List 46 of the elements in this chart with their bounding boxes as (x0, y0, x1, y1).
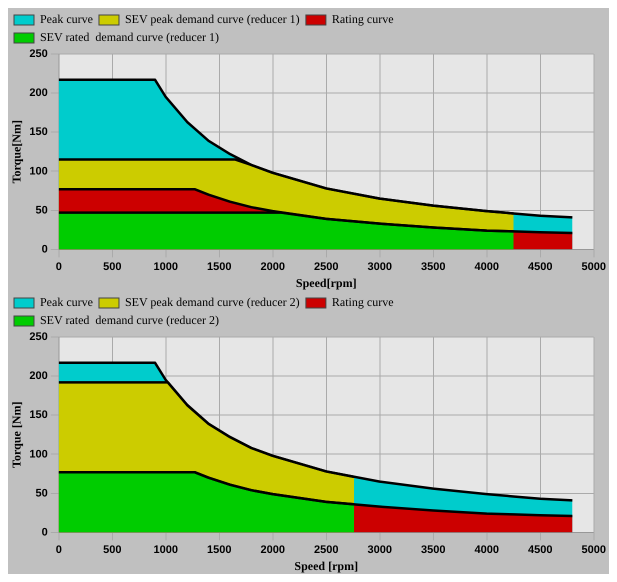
y-axis-title: Torque[Nm] (9, 120, 24, 184)
x-tick-label: 4500 (528, 261, 553, 274)
x-tick-label: 2000 (260, 544, 285, 556)
y-tick-label: 50 (36, 487, 48, 500)
legend-label: SEV rated demand curve (reducer 1) (40, 30, 220, 44)
x-tick-label: 1500 (207, 544, 232, 556)
x-tick-label: 5000 (582, 544, 606, 556)
x-tick-label: 4500 (528, 544, 553, 556)
legend-label: SEV rated demand curve (reducer 2) (40, 313, 220, 328)
legend-label: Peak curve (40, 295, 93, 310)
x-tick-label: 3000 (368, 261, 392, 274)
x-tick-label: 500 (103, 544, 122, 556)
y-tick-label: 200 (29, 87, 48, 100)
legend-label: Rating curve (332, 12, 394, 26)
x-tick-label: 1500 (207, 261, 232, 274)
y-tick-label: 250 (29, 48, 48, 60)
legend-label: Rating curve (332, 295, 394, 310)
x-tick-label: 500 (103, 261, 122, 274)
y-tick-label: 100 (29, 448, 48, 460)
y-tick-label: 150 (29, 126, 48, 138)
x-axis-title: Speed [rpm] (294, 558, 358, 573)
x-tick-label: 2000 (260, 261, 285, 274)
x-tick-label: 2500 (314, 544, 338, 556)
x-tick-label: 4000 (474, 261, 500, 274)
x-tick-label: 1000 (154, 261, 178, 274)
x-tick-label: 2500 (314, 261, 338, 274)
y-tick-label: 250 (29, 331, 48, 344)
y-axis-title: Torque [Nm] (9, 402, 24, 468)
legend-label: SEV peak demand curve (reducer 2) (124, 295, 300, 310)
x-tick-label: 5000 (582, 261, 606, 274)
x-tick-label: 3000 (368, 544, 392, 556)
legend-label: SEV peak demand curve (reducer 1) (124, 12, 300, 26)
legend-label: Peak curve (40, 12, 93, 26)
x-tick-label: 0 (56, 261, 62, 274)
x-axis-title: Speed[rpm] (296, 276, 357, 290)
x-tick-label: 3500 (421, 261, 446, 274)
y-tick-label: 200 (29, 370, 48, 382)
y-tick-label: 150 (29, 409, 48, 422)
x-tick-label: 0 (56, 544, 62, 556)
y-tick-label: 0 (42, 526, 48, 538)
x-tick-label: 3500 (421, 544, 446, 556)
x-tick-label: 4000 (474, 544, 500, 556)
y-tick-label: 0 (42, 243, 48, 256)
y-tick-label: 50 (36, 204, 48, 216)
x-tick-label: 1000 (154, 544, 178, 556)
y-tick-label: 100 (29, 165, 48, 178)
